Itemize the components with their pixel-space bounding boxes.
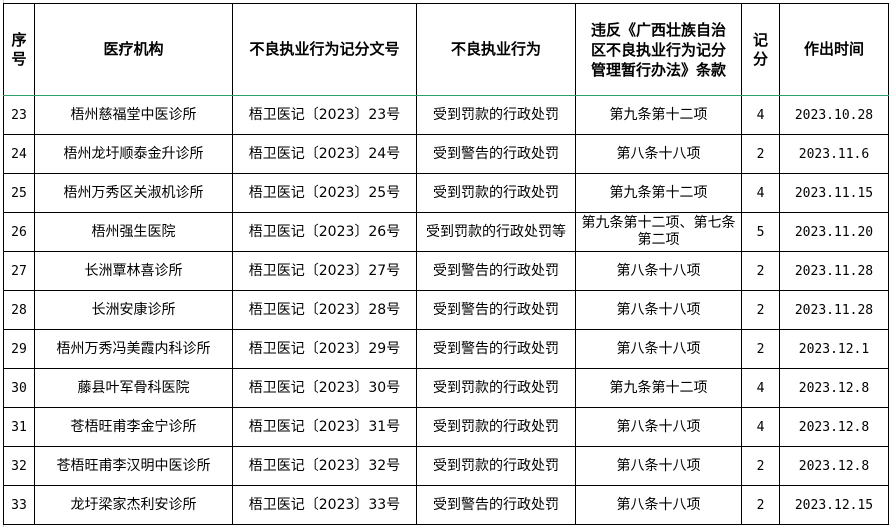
cell-institution[interactable]: 龙圩梁家杰利安诊所 — [34, 485, 233, 525]
cell-score[interactable]: 2 — [741, 290, 780, 330]
cell-behavior[interactable]: 受到警告的行政处罚 — [416, 290, 576, 330]
cell-doc-no[interactable]: 梧卫医记〔2023〕24号 — [232, 134, 417, 174]
cell-clause[interactable]: 第八条十八项 — [575, 407, 742, 447]
cell-seq[interactable]: 27 — [3, 251, 35, 291]
cell-date[interactable]: 2023.12.8 — [779, 407, 889, 447]
cell-institution[interactable]: 梧州强生医院 — [34, 212, 233, 252]
cell-score[interactable]: 5 — [741, 212, 780, 252]
cell-clause[interactable]: 第八条十八项 — [575, 134, 742, 174]
table-row: 27 长洲覃林喜诊所 梧卫医记〔2023〕27号 受到警告的行政处罚 第八条十八项 2 20… — [3, 251, 889, 291]
cell-clause[interactable]: 第九条第十二项 — [575, 173, 742, 213]
cell-behavior[interactable]: 受到罚款的行政处罚 — [416, 446, 576, 486]
header-score[interactable]: 记分 — [741, 3, 780, 96]
header-doc-no[interactable]: 不良执业行为记分文号 — [232, 3, 417, 96]
cell-date[interactable]: 2023.11.28 — [779, 290, 889, 330]
cell-clause[interactable]: 第九条第十二项 — [575, 368, 742, 408]
cell-institution[interactable]: 长洲安康诊所 — [34, 290, 233, 330]
cell-score[interactable]: 2 — [741, 134, 780, 174]
header-seq[interactable]: 序号 — [3, 3, 35, 96]
cell-date[interactable]: 2023.11.20 — [779, 212, 889, 252]
cell-score[interactable]: 2 — [741, 446, 780, 486]
cell-doc-no[interactable]: 梧卫医记〔2023〕30号 — [232, 368, 417, 408]
cell-score[interactable]: 4 — [741, 173, 780, 213]
cell-date[interactable]: 2023.12.8 — [779, 446, 889, 486]
table-row: 26 梧州强生医院 梧卫医记〔2023〕26号 受到罚款的行政处罚等 第九条第十二项、第… — [3, 212, 889, 252]
header-date[interactable]: 作出时间 — [779, 3, 889, 96]
cell-behavior[interactable]: 受到警告的行政处罚 — [416, 134, 576, 174]
table-row: 24 梧州龙圩顺泰金升诊所 梧卫医记〔2023〕24号 受到警告的行政处罚 第八条十八项… — [3, 134, 889, 174]
cell-seq[interactable]: 28 — [3, 290, 35, 330]
cell-date[interactable]: 2023.10.28 — [779, 95, 889, 135]
cell-score[interactable]: 2 — [741, 329, 780, 369]
cell-behavior[interactable]: 受到警告的行政处罚 — [416, 329, 576, 369]
cell-behavior[interactable]: 受到警告的行政处罚 — [416, 485, 576, 525]
cell-doc-no[interactable]: 梧卫医记〔2023〕27号 — [232, 251, 417, 291]
cell-institution[interactable]: 梧州龙圩顺泰金升诊所 — [34, 134, 233, 174]
cell-behavior[interactable]: 受到罚款的行政处罚 — [416, 173, 576, 213]
header-row: 序号 医疗机构 不良执业行为记分文号 不良执业行为 违反《广西壮族自治区不良执业… — [3, 3, 889, 96]
table-row: 23 梧州慈福堂中医诊所 梧卫医记〔2023〕23号 受到罚款的行政处罚 第九条第十二项… — [3, 95, 889, 135]
header-behavior[interactable]: 不良执业行为 — [416, 3, 576, 96]
cell-score[interactable]: 4 — [741, 407, 780, 447]
cell-behavior[interactable]: 受到罚款的行政处罚 — [416, 368, 576, 408]
cell-doc-no[interactable]: 梧卫医记〔2023〕32号 — [232, 446, 417, 486]
cell-institution[interactable]: 苍梧旺甫李汉明中医诊所 — [34, 446, 233, 486]
cell-seq[interactable]: 23 — [3, 95, 35, 135]
cell-seq[interactable]: 31 — [3, 407, 35, 447]
table-row: 29 梧州万秀冯美霞内科诊所 梧卫医记〔2023〕29号 受到警告的行政处罚 第八条十八… — [3, 329, 889, 369]
cell-seq[interactable]: 29 — [3, 329, 35, 369]
table-row: 33 龙圩梁家杰利安诊所 梧卫医记〔2023〕33号 受到警告的行政处罚 第八条十八项 2… — [3, 485, 889, 525]
cell-clause[interactable]: 第八条十八项 — [575, 446, 742, 486]
cell-institution[interactable]: 梧州慈福堂中医诊所 — [34, 95, 233, 135]
cell-behavior[interactable]: 受到罚款的行政处罚 — [416, 95, 576, 135]
cell-seq[interactable]: 25 — [3, 173, 35, 213]
cell-date[interactable]: 2023.11.15 — [779, 173, 889, 213]
cell-seq[interactable]: 32 — [3, 446, 35, 486]
cell-doc-no[interactable]: 梧卫医记〔2023〕28号 — [232, 290, 417, 330]
table-row: 32 苍梧旺甫李汉明中医诊所 梧卫医记〔2023〕32号 受到罚款的行政处罚 第八条十八… — [3, 446, 889, 486]
header-clause[interactable]: 违反《广西壮族自治区不良执业行为记分管理暂行办法》条款 — [575, 3, 742, 96]
table-row: 31 苍梧旺甫李金宁诊所 梧卫医记〔2023〕31号 受到罚款的行政处罚 第八条十八项 4… — [3, 407, 889, 447]
cell-behavior[interactable]: 受到警告的行政处罚 — [416, 251, 576, 291]
table-row: 30 藤县叶军骨科医院 梧卫医记〔2023〕30号 受到罚款的行政处罚 第九条第十二项 4… — [3, 368, 889, 408]
cell-behavior[interactable]: 受到罚款的行政处罚等 — [416, 212, 576, 252]
cell-date[interactable]: 2023.12.8 — [779, 368, 889, 408]
records-table: 序号 医疗机构 不良执业行为记分文号 不良执业行为 违反《广西壮族自治区不良执业… — [3, 3, 889, 525]
cell-date[interactable]: 2023.11.28 — [779, 251, 889, 291]
cell-date[interactable]: 2023.12.1 — [779, 329, 889, 369]
table-row: 25 梧州万秀区关淑机诊所 梧卫医记〔2023〕25号 受到罚款的行政处罚 第九条第十二… — [3, 173, 889, 213]
cell-clause[interactable]: 第八条十八项 — [575, 329, 742, 369]
cell-score[interactable]: 2 — [741, 485, 780, 525]
cell-doc-no[interactable]: 梧卫医记〔2023〕29号 — [232, 329, 417, 369]
cell-seq[interactable]: 24 — [3, 134, 35, 174]
cell-doc-no[interactable]: 梧卫医记〔2023〕31号 — [232, 407, 417, 447]
cell-doc-no[interactable]: 梧卫医记〔2023〕25号 — [232, 173, 417, 213]
cell-clause[interactable]: 第九条第十二项 — [575, 95, 742, 135]
cell-score[interactable]: 4 — [741, 95, 780, 135]
cell-date[interactable]: 2023.11.6 — [779, 134, 889, 174]
cell-institution[interactable]: 藤县叶军骨科医院 — [34, 368, 233, 408]
cell-institution[interactable]: 苍梧旺甫李金宁诊所 — [34, 407, 233, 447]
cell-clause[interactable]: 第八条十八项 — [575, 485, 742, 525]
cell-score[interactable]: 4 — [741, 368, 780, 408]
cell-clause[interactable]: 第九条第十二项、第七条第二项 — [575, 212, 742, 252]
cell-clause[interactable]: 第八条十八项 — [575, 251, 742, 291]
cell-institution[interactable]: 梧州万秀区关淑机诊所 — [34, 173, 233, 213]
cell-institution[interactable]: 长洲覃林喜诊所 — [34, 251, 233, 291]
cell-behavior[interactable]: 受到罚款的行政处罚 — [416, 407, 576, 447]
cell-seq[interactable]: 30 — [3, 368, 35, 408]
cell-date[interactable]: 2023.12.15 — [779, 485, 889, 525]
header-institution[interactable]: 医疗机构 — [34, 3, 233, 96]
cell-institution[interactable]: 梧州万秀冯美霞内科诊所 — [34, 329, 233, 369]
cell-doc-no[interactable]: 梧卫医记〔2023〕33号 — [232, 485, 417, 525]
cell-doc-no[interactable]: 梧卫医记〔2023〕26号 — [232, 212, 417, 252]
cell-seq[interactable]: 26 — [3, 212, 35, 252]
table-row: 28 长洲安康诊所 梧卫医记〔2023〕28号 受到警告的行政处罚 第八条十八项 2 202… — [3, 290, 889, 330]
cell-seq[interactable]: 33 — [3, 485, 35, 525]
cell-doc-no[interactable]: 梧卫医记〔2023〕23号 — [232, 95, 417, 135]
cell-clause[interactable]: 第八条十八项 — [575, 290, 742, 330]
cell-score[interactable]: 2 — [741, 251, 780, 291]
